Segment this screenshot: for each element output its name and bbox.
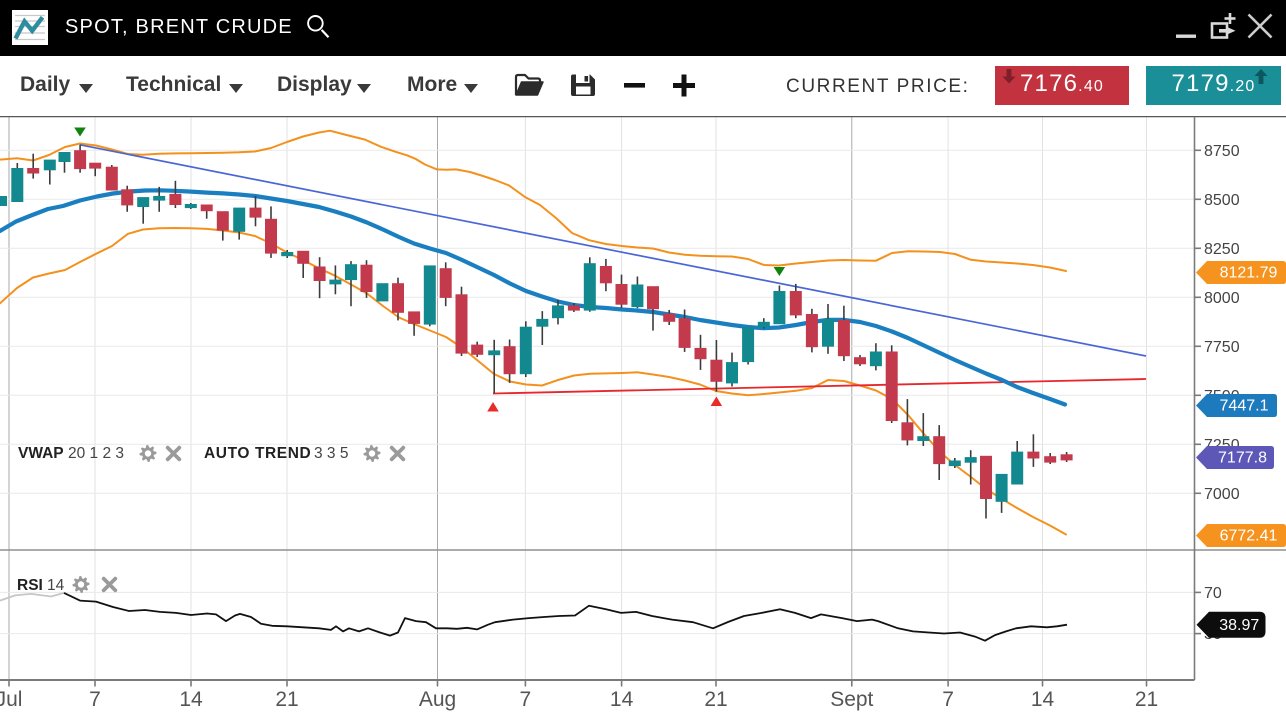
svg-text:8500: 8500 xyxy=(1204,192,1240,209)
svg-text:8250: 8250 xyxy=(1204,241,1240,258)
svg-text:7: 7 xyxy=(942,688,954,711)
svg-text:14: 14 xyxy=(179,688,203,711)
svg-text:VWAP: VWAP xyxy=(18,445,64,462)
svg-text:Aug: Aug xyxy=(419,688,456,711)
svg-text:70: 70 xyxy=(1204,585,1222,602)
svg-text:Jul: Jul xyxy=(0,688,22,711)
svg-text:14: 14 xyxy=(47,577,65,594)
svg-text:14: 14 xyxy=(1031,688,1055,711)
svg-text:14: 14 xyxy=(610,688,634,711)
svg-text:7000: 7000 xyxy=(1204,486,1240,503)
svg-text:3 3 5: 3 3 5 xyxy=(314,445,348,462)
svg-text:38.97: 38.97 xyxy=(1219,617,1259,634)
svg-text:7750: 7750 xyxy=(1204,339,1240,356)
svg-text:7447.1: 7447.1 xyxy=(1220,398,1269,415)
svg-text:7: 7 xyxy=(520,688,532,711)
svg-text:8121.79: 8121.79 xyxy=(1220,265,1278,282)
svg-text:7: 7 xyxy=(89,688,101,711)
svg-text:21: 21 xyxy=(1135,688,1158,711)
svg-text:AUTO TREND: AUTO TREND xyxy=(204,445,311,462)
svg-text:20 1 2 3: 20 1 2 3 xyxy=(68,445,124,462)
svg-text:RSI: RSI xyxy=(17,577,43,594)
svg-text:21: 21 xyxy=(704,688,727,711)
svg-text:8000: 8000 xyxy=(1204,290,1240,307)
svg-text:Sept: Sept xyxy=(830,688,873,711)
svg-text:7177.8: 7177.8 xyxy=(1218,450,1267,467)
svg-text:8750: 8750 xyxy=(1204,143,1240,160)
svg-text:21: 21 xyxy=(275,688,298,711)
svg-text:6772.41: 6772.41 xyxy=(1220,528,1278,545)
